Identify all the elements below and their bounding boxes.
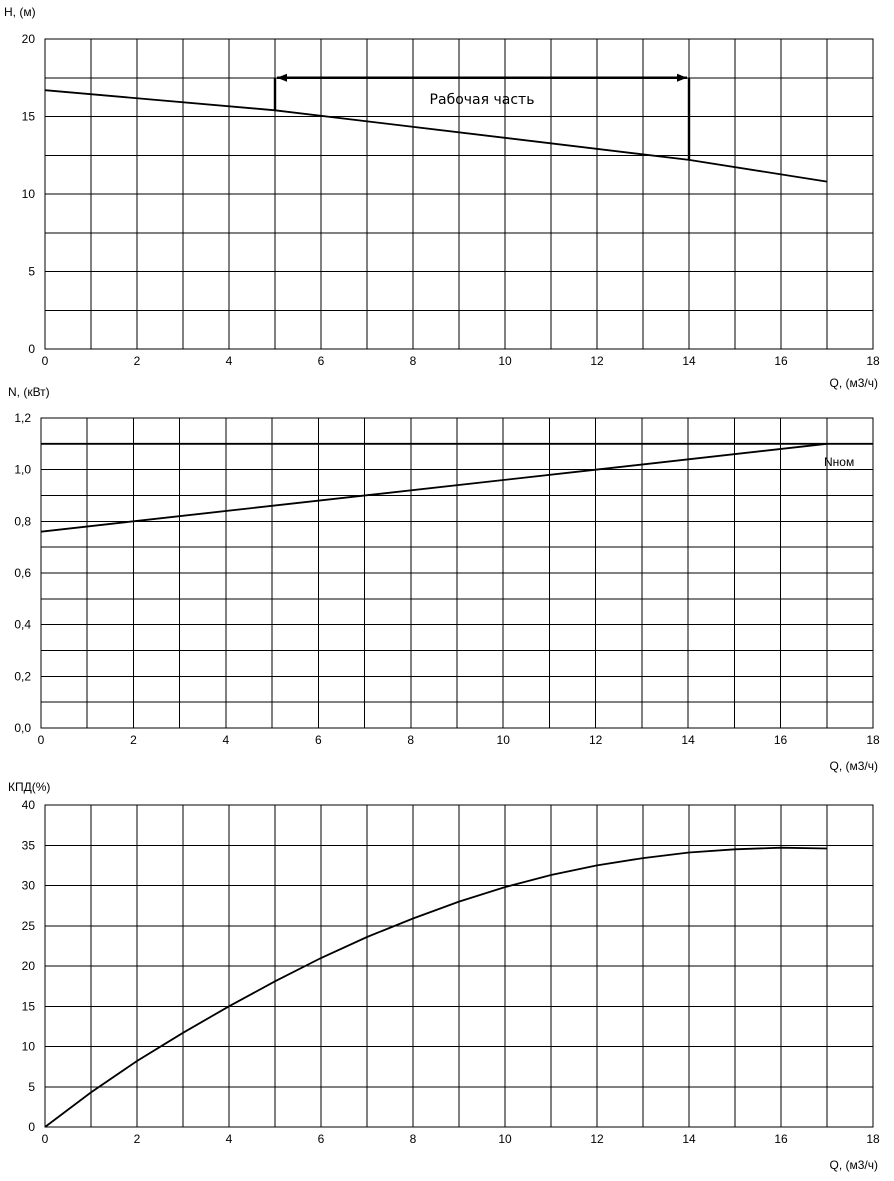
efficiency-chart-x-label: Q, (м3/ч) [829,1158,878,1172]
x-tick-label: 12 [590,1132,604,1146]
x-tick-label: 0 [42,354,49,368]
x-tick-label: 10 [498,354,512,368]
y-tick-label: 30 [22,879,36,893]
x-tick-label: 14 [681,733,695,747]
head-chart: 0 2 4 6 8 10 12 14 16 18 0 5 10 15 20 H, (м) Q, (м3/ч)… [4,5,880,390]
y-tick-label: 1,2 [14,411,31,425]
y-tick-label: 25 [22,919,36,933]
x-tick-label: 4 [223,733,230,747]
x-tick-label: 10 [497,733,511,747]
series-line [40,442,827,533]
y-tick-label: 10 [22,187,36,201]
y-tick-label: 0,8 [14,514,31,528]
head-chart-y-label: H, (м) [4,5,36,19]
y-tick-label: 10 [22,1040,36,1054]
arrowhead-right [677,73,687,82]
power-chart-x-label: Q, (м3/ч) [829,759,878,773]
efficiency-chart-y-label: КПД(%) [8,780,50,794]
y-tick-label: 0,6 [14,566,31,580]
efficiency-chart-series [44,846,828,1128]
head-chart-ticks: 0 2 4 6 8 10 12 14 16 18 0 5 10 15 20 [22,32,880,368]
y-tick-label: 20 [22,959,36,973]
x-tick-label: 2 [134,354,141,368]
power-chart-y-label: N, (кВт) [8,385,50,399]
y-tick-label: 35 [22,838,36,852]
x-tick-label: 4 [226,354,233,368]
y-tick-label: 0,0 [14,721,31,735]
x-tick-label: 16 [774,354,788,368]
x-tick-label: 14 [682,1132,696,1146]
power-chart-series [40,442,873,533]
y-tick-label: 5 [28,1080,35,1094]
y-tick-label: 0 [28,1120,35,1134]
power-chart-ticks: 0 2 4 6 8 10 12 14 16 18 0,0 0,2 0,4 0,6 0,8 1,0 1,2 [14,411,880,747]
y-tick-label: 0,4 [14,618,31,632]
working-range-label: Рабочая часть [430,92,535,108]
x-tick-label: 18 [866,1132,880,1146]
x-tick-label: 18 [866,354,880,368]
head-chart-x-label: Q, (м3/ч) [829,376,878,390]
y-tick-label: 1,0 [14,463,31,477]
x-tick-label: 0 [38,733,45,747]
x-tick-label: 10 [498,1132,512,1146]
series-line [44,89,828,183]
x-tick-label: 16 [774,733,788,747]
x-tick-label: 2 [130,733,137,747]
y-tick-label: 20 [22,32,36,46]
nominal-power-label: Nном [824,455,854,469]
x-tick-label: 14 [682,354,696,368]
x-tick-label: 6 [318,354,325,368]
head-chart-frame [44,38,874,350]
y-tick-label: 40 [22,798,36,812]
x-tick-label: 2 [134,1132,141,1146]
y-tick-label: 0,2 [14,669,31,683]
x-tick-label: 4 [226,1132,233,1146]
x-tick-label: 12 [590,354,604,368]
x-tick-label: 8 [410,354,417,368]
x-tick-label: 18 [866,733,880,747]
head-chart-grid [45,39,873,349]
y-tick-label: 15 [22,110,36,124]
power-chart-frame [40,417,874,729]
efficiency-chart: 0 2 4 6 8 10 12 14 16 18 0 5 10 15 20 25 30 35 40 КПД(%) Q… [8,780,880,1172]
x-tick-label: 0 [42,1132,49,1146]
x-tick-label: 6 [315,733,322,747]
power-chart-grid [41,418,873,728]
efficiency-chart-grid [45,805,873,1127]
arrowhead-left [277,73,287,82]
power-chart: 0 2 4 6 8 10 12 14 16 18 0,0 0,2 0,4 0,6 0,8 1,0 1,2 N, … [8,385,880,773]
head-chart-series [44,73,828,183]
efficiency-chart-ticks: 0 2 4 6 8 10 12 14 16 18 0 5 10 15 20 25 30 35 40 [22,798,880,1146]
x-tick-label: 12 [589,733,603,747]
x-tick-label: 8 [407,733,414,747]
x-tick-label: 6 [318,1132,325,1146]
y-tick-label: 15 [22,999,36,1013]
series-line [44,846,828,1128]
y-tick-label: 0 [28,342,35,356]
x-tick-label: 16 [774,1132,788,1146]
x-tick-label: 8 [410,1132,417,1146]
efficiency-chart-frame [44,804,874,1128]
y-tick-label: 5 [28,265,35,279]
